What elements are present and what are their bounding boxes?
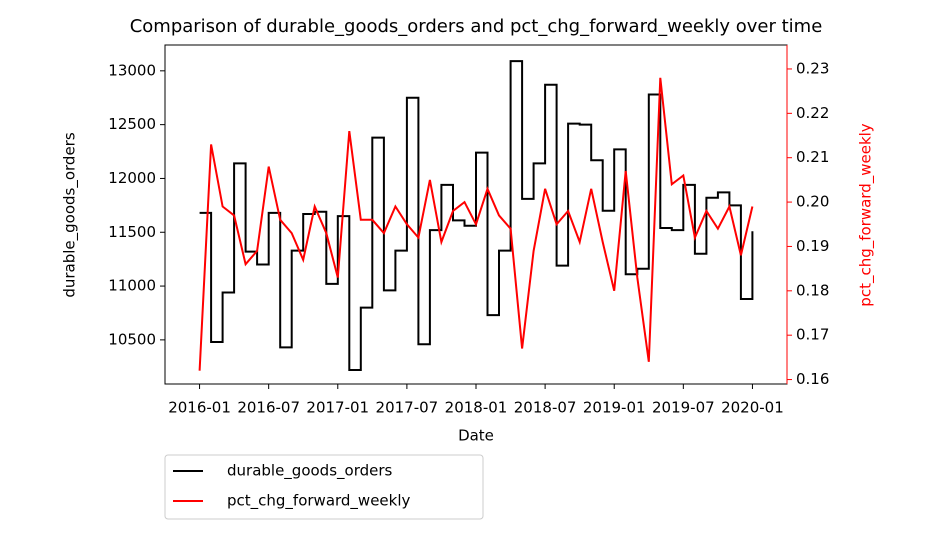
- y-tick-label: 11000: [108, 277, 156, 295]
- y2-axis-label: pct_chg_forward_weekly: [857, 123, 876, 307]
- y-tick-label: 13000: [108, 61, 156, 79]
- legend-label: pct_chg_forward_weekly: [227, 492, 411, 511]
- x-tick-label: 2017-07: [376, 399, 439, 417]
- x-tick-label: 2019-01: [583, 399, 646, 417]
- y2-tick-label: 0.19: [796, 237, 829, 255]
- y2-tick-label: 0.18: [796, 281, 829, 299]
- y-tick-label: 11500: [108, 223, 156, 241]
- y2-tick-label: 0.22: [796, 104, 829, 122]
- y-tick-label: 10500: [108, 330, 156, 348]
- y2-tick-label: 0.16: [796, 370, 829, 388]
- x-tick-label: 2017-01: [306, 399, 369, 417]
- y2-tick-label: 0.21: [796, 148, 829, 166]
- y2-tick-label: 0.23: [796, 59, 829, 77]
- x-tick-label: 2018-07: [514, 399, 577, 417]
- y2-tick-label: 0.20: [796, 193, 829, 211]
- x-axis-label: Date: [458, 427, 494, 445]
- chart-title: Comparison of durable_goods_orders and p…: [130, 16, 823, 37]
- y-tick-label: 12000: [108, 169, 156, 187]
- y-axis-label: durable_goods_orders: [61, 132, 80, 298]
- series-line: [199, 60, 754, 371]
- x-tick-label: 2016-01: [168, 399, 231, 417]
- series-line: [198, 77, 754, 371]
- x-tick-label: 2019-07: [652, 399, 715, 417]
- legend-box: [164, 454, 484, 520]
- x-tick-label: 2020-01: [721, 399, 784, 417]
- x-tick-label: 2018-01: [445, 399, 508, 417]
- legend-label: durable_goods_orders: [227, 462, 393, 481]
- y-tick-label: 12500: [108, 115, 156, 133]
- x-tick-label: 2016-07: [237, 399, 300, 417]
- y2-tick-label: 0.17: [796, 326, 829, 344]
